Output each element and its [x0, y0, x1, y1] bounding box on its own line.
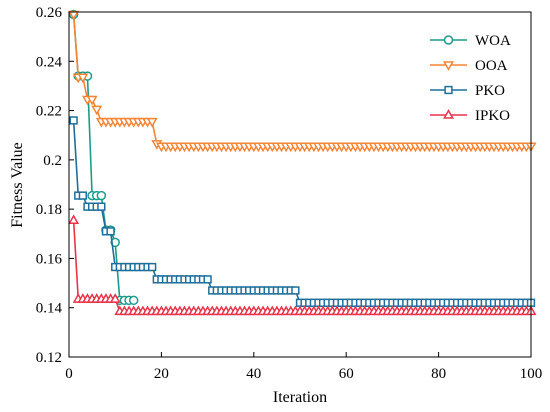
x-tick-label: 100: [520, 366, 543, 382]
y-tick-label: 0.18: [36, 202, 62, 218]
legend-label-woa: WOA: [475, 33, 511, 49]
x-axis-title: Iteration: [273, 389, 327, 406]
x-tick-label: 0: [65, 366, 73, 382]
data-point-ooa: [68, 10, 80, 21]
x-tick-label: 60: [339, 366, 354, 382]
x-tick-label: 20: [154, 366, 169, 382]
y-tick-label: 0.26: [36, 5, 63, 21]
data-point-ipko: [109, 293, 121, 303]
series-layer: [68, 9, 537, 316]
series-woa: [68, 9, 139, 306]
data-point-pko: [69, 116, 78, 125]
data-point-pko: [78, 191, 88, 200]
data-point-ipko: [68, 214, 80, 224]
legend-item-ipko: IPKO: [430, 108, 510, 124]
series-ooa: [68, 10, 537, 153]
legend-marker-pko: [444, 85, 453, 95]
y-axis-title: Fitness Value: [9, 142, 26, 227]
series-line-woa: [72, 14, 134, 302]
data-point-woa: [110, 237, 120, 248]
series-pko: [69, 116, 536, 307]
data-point-ooa: [146, 117, 158, 128]
legend-label-ipko: IPKO: [475, 108, 510, 124]
legend-item-pko: PKO: [430, 83, 505, 99]
legend-item-ooa: OOA: [430, 58, 508, 74]
data-point-woa: [128, 295, 139, 306]
data-point-pko: [148, 262, 157, 272]
legend-label-ooa: OOA: [475, 58, 508, 74]
series-ipko: [68, 214, 537, 316]
plot-frame: [68, 11, 532, 358]
legend-marker-woa: [443, 35, 454, 45]
data-point-ooa: [77, 73, 89, 84]
ticks-layer: 0 20 40 60 80 100 0.12 0.14 0.16 0.18 0.2 0.22 0.24 0…: [36, 5, 543, 382]
legend-label-pko: PKO: [475, 83, 505, 99]
data-point-ooa: [86, 95, 98, 106]
series-line-ooa: [72, 14, 531, 148]
legend-marker-ipko: [443, 109, 454, 119]
legend: WOA OOA PKO IPKO: [430, 33, 511, 124]
y-tick-label: 0.14: [36, 301, 63, 317]
data-point-woa: [96, 190, 107, 201]
legend-marker-ooa: [443, 61, 454, 71]
data-point-pko: [291, 286, 300, 295]
y-tick-label: 0.2: [43, 153, 62, 169]
x-tick-label: 40: [246, 366, 261, 382]
x-tick-label: 80: [431, 366, 446, 382]
legend-item-woa: WOA: [430, 33, 511, 49]
y-tick-label: 0.22: [36, 104, 62, 120]
y-tick-label: 0.16: [36, 251, 63, 267]
data-point-ooa: [91, 105, 103, 116]
y-tick-label: 0.24: [36, 54, 63, 70]
data-point-pko: [106, 227, 115, 236]
data-point-pko: [97, 202, 106, 211]
y-tick-label: 0.12: [36, 350, 62, 366]
data-point-pko: [203, 275, 212, 284]
